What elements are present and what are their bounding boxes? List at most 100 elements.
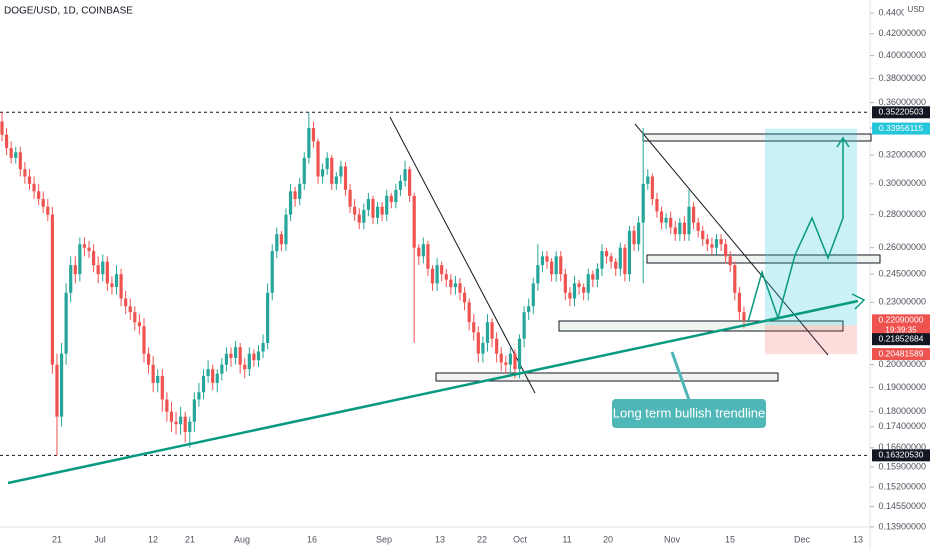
- bullish-trendline: [7, 299, 859, 485]
- candle-body: [385, 195, 389, 215]
- candle-body: [137, 322, 141, 327]
- candle-body: [156, 375, 160, 383]
- candle-body: [110, 283, 114, 288]
- candle-body: [398, 180, 403, 190]
- y-tick-label: 0.36000000: [878, 97, 926, 107]
- candle-body: [444, 274, 448, 280]
- candle-body: [229, 353, 233, 359]
- price-badge: [872, 106, 930, 119]
- y-tick-label: 0.24500000: [878, 269, 926, 279]
- candle-body: [307, 128, 311, 158]
- candle-body: [211, 369, 215, 383]
- candle-body: [742, 312, 746, 321]
- y-tick-label: 0.15200000: [878, 481, 926, 491]
- projection-arrow: [836, 136, 850, 148]
- price-badge-label: 0.33956115: [879, 123, 924, 133]
- down-trendline: [389, 116, 536, 394]
- candle-body: [357, 214, 361, 223]
- candle-body: [59, 353, 64, 417]
- candle-body: [591, 274, 595, 280]
- candle-body: [151, 364, 155, 383]
- candle-body: [23, 169, 27, 177]
- candle-body: [536, 265, 540, 284]
- candle-body: [632, 230, 636, 245]
- candle-body: [600, 251, 604, 269]
- candle-body: [476, 332, 480, 354]
- y-tick-label: 0.40000000: [878, 50, 926, 60]
- candle-body: [572, 283, 577, 299]
- candle-body: [508, 353, 512, 365]
- candle-body: [343, 166, 348, 190]
- candle-body: [348, 189, 352, 207]
- candle-body: [261, 342, 265, 352]
- y-tick-label: 0.17400000: [878, 421, 926, 431]
- candle-body: [577, 283, 581, 288]
- candle-body: [9, 148, 13, 158]
- candle-body: [696, 222, 700, 231]
- candle-body: [485, 322, 490, 343]
- candle-body: [366, 198, 370, 210]
- x-tick-label: 15: [725, 534, 735, 544]
- x-tick-label: Sep: [376, 534, 392, 544]
- candle-body: [78, 244, 82, 275]
- candle-body: [256, 351, 261, 361]
- candle-body: [101, 261, 105, 275]
- candle-body: [472, 322, 476, 333]
- candle-body: [293, 191, 297, 199]
- candle-body: [87, 247, 91, 252]
- y-tick-label: 0.38000000: [878, 73, 926, 83]
- candle-body: [275, 234, 279, 252]
- candle-body: [627, 230, 632, 275]
- y-tick-label: 0.30000000: [878, 178, 926, 188]
- candle-body: [467, 302, 471, 323]
- candle-body: [4, 134, 9, 149]
- y-tick-label: 0.42000000: [878, 28, 926, 38]
- candle-body: [609, 256, 613, 262]
- candle-body: [412, 195, 416, 248]
- candle-body: [389, 195, 393, 203]
- candle-body: [421, 244, 425, 257]
- y-tick-label: 0.20000000: [878, 359, 926, 369]
- y-tick-label: 0.15900000: [878, 461, 926, 471]
- candle-body: [646, 176, 650, 184]
- candle-body: [655, 198, 659, 212]
- x-tick-label: Nov: [664, 534, 681, 544]
- candle-body: [375, 206, 380, 218]
- candle-body: [517, 338, 522, 370]
- candle-body: [430, 268, 435, 284]
- candle-body: [614, 261, 618, 269]
- candle-body: [568, 292, 572, 299]
- candle-body: [664, 217, 668, 223]
- candle-body: [334, 176, 338, 184]
- candle-body: [339, 166, 343, 177]
- candle-body: [673, 227, 677, 235]
- candle-body: [586, 274, 590, 293]
- candle-body: [426, 244, 430, 269]
- candle-body: [604, 251, 609, 257]
- x-tick-label: 21: [185, 534, 195, 544]
- candle-body: [288, 191, 293, 215]
- candle-body: [495, 338, 499, 354]
- candle-body: [659, 211, 664, 223]
- resistance-zone: [646, 254, 881, 264]
- candle-body: [284, 214, 288, 245]
- candle-body: [719, 239, 723, 245]
- candle-body: [124, 298, 128, 307]
- candle-body: [192, 399, 196, 422]
- price-badge: [872, 314, 930, 337]
- currency-label: USD: [908, 5, 925, 14]
- candle-body: [311, 128, 316, 142]
- candle-body: [224, 353, 229, 365]
- candle-body: [499, 353, 503, 363]
- candle-body: [55, 364, 59, 417]
- price-badge: [872, 333, 930, 346]
- candle-body: [128, 306, 132, 313]
- candle-body: [394, 189, 398, 203]
- candle-body: [50, 214, 54, 365]
- price-badge-label: 0.20481589: [879, 348, 924, 358]
- price-badge-label: 0.35220503: [879, 107, 924, 117]
- y-tick-label: 0.23000000: [878, 297, 926, 307]
- candle-body: [737, 292, 741, 313]
- x-tick-label: 16: [307, 534, 317, 544]
- candle-body: [37, 191, 41, 199]
